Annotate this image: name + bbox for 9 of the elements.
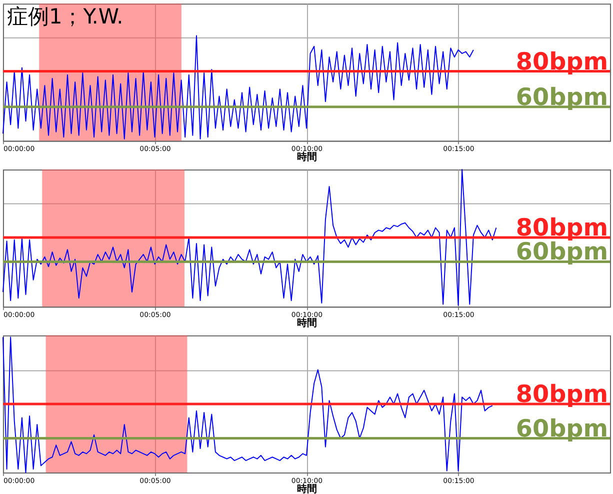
x-axis-title: 時間 [296,316,317,329]
ref-line-label: 60bpm [516,82,608,111]
ref-line-label: 80bpm [516,380,608,408]
x-axis-title: 時間 [296,151,317,164]
ref-line-label: 60bpm [516,414,608,442]
ref-line-label: 80bpm [516,47,608,76]
ref-line-label: 80bpm [516,213,608,242]
x-axis-title: 時間 [296,482,317,494]
chart-title: 症例1；Y.W. [6,4,124,28]
